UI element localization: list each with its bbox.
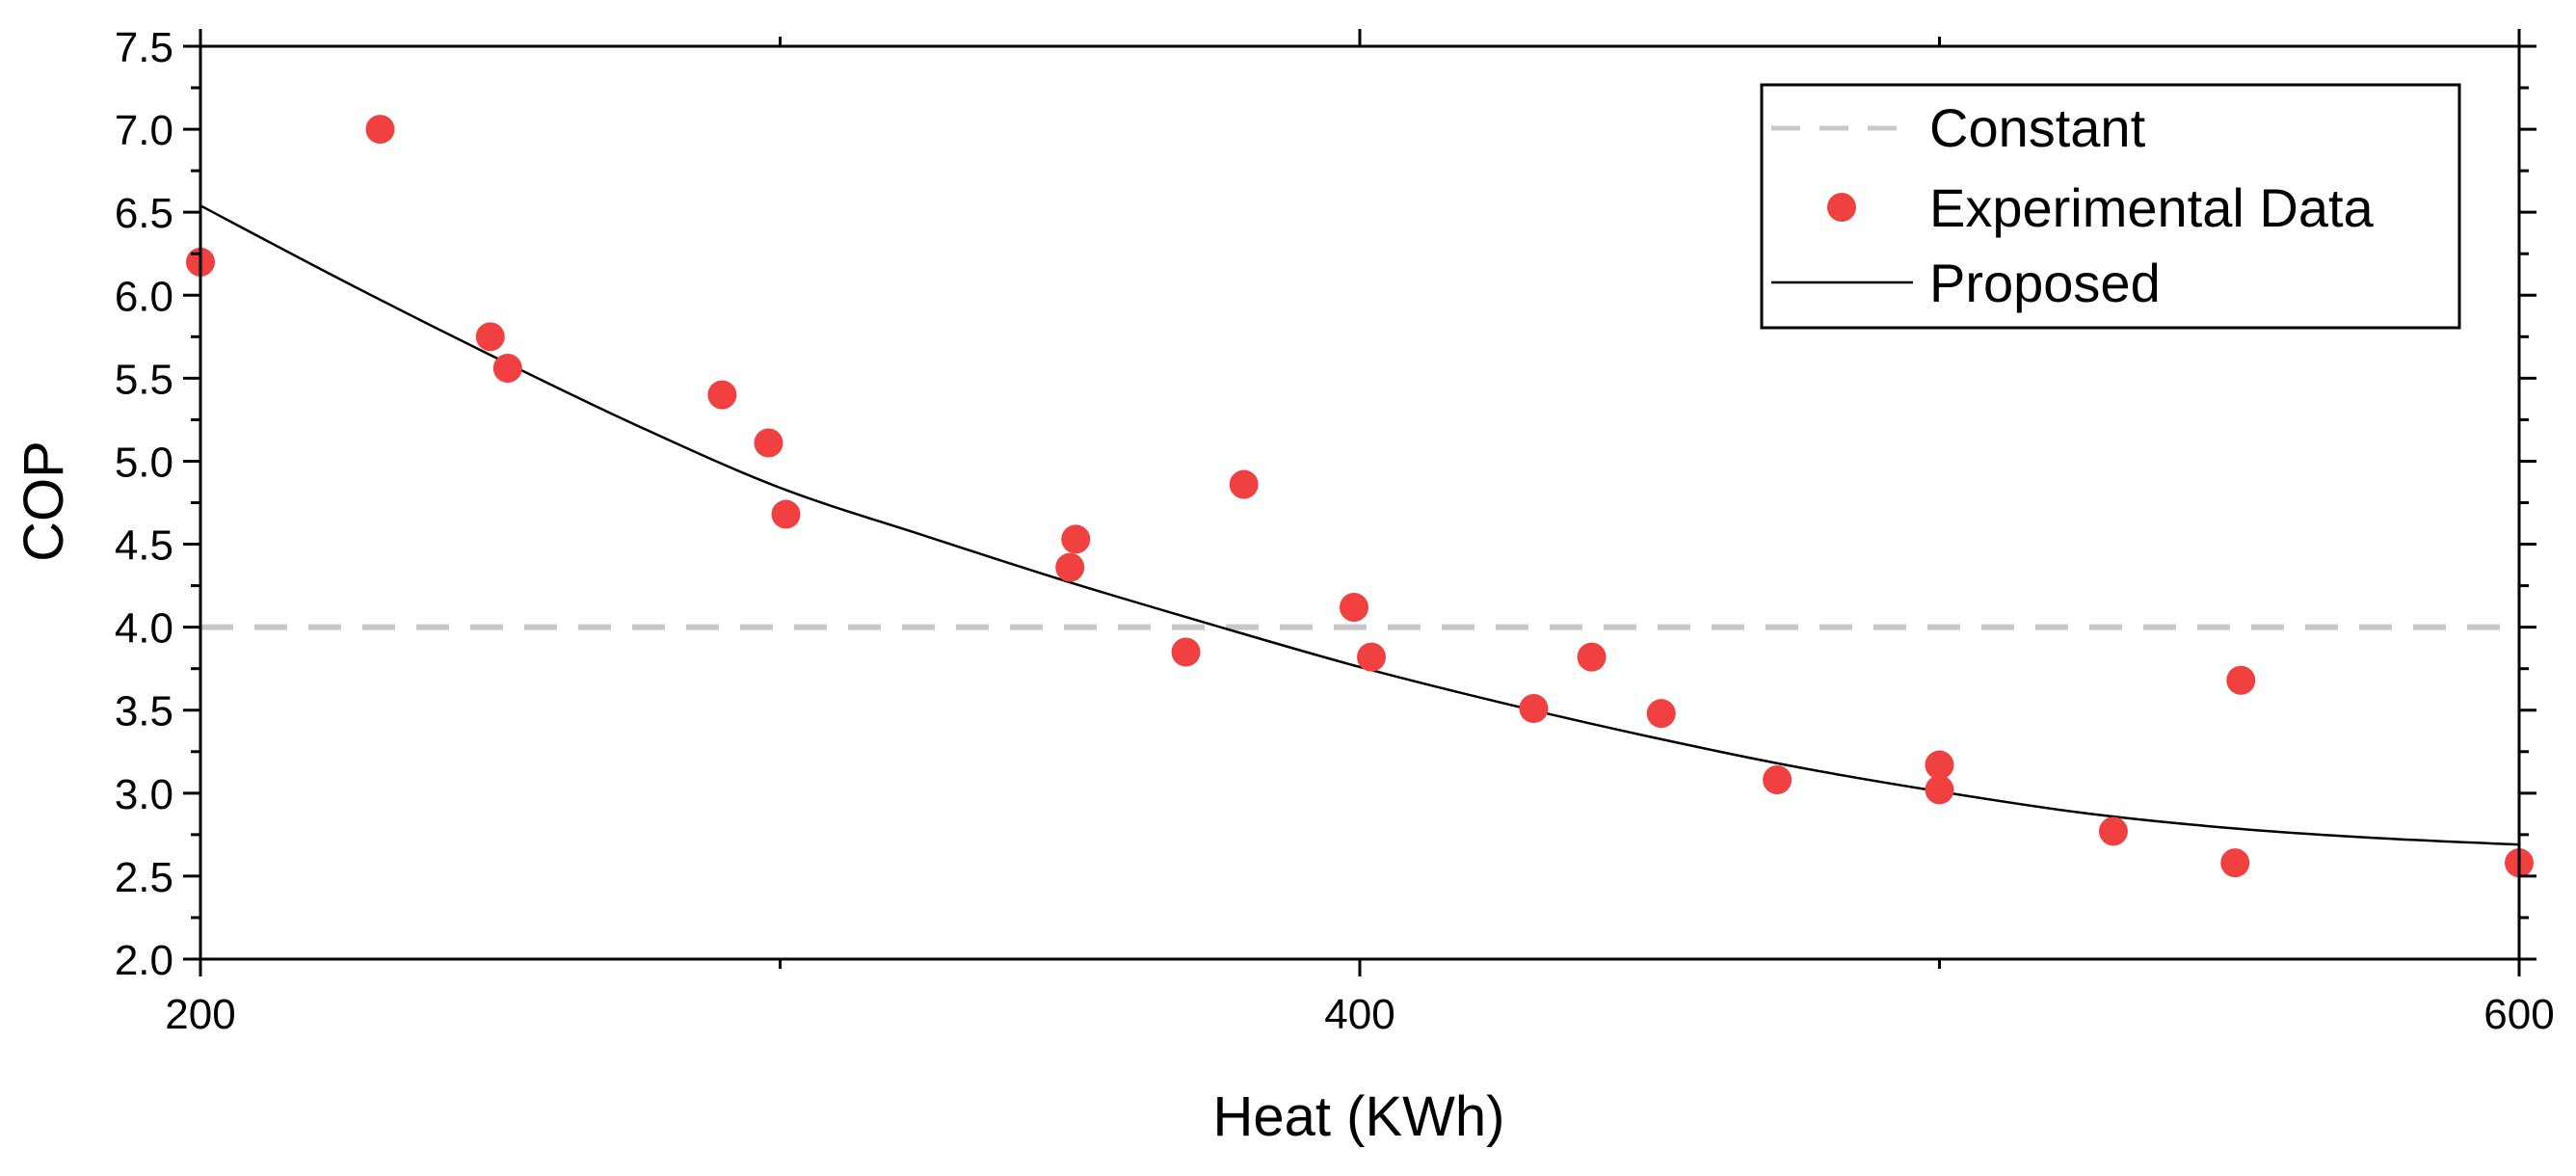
data-point — [707, 380, 737, 410]
data-point — [365, 115, 395, 145]
y-tick-label: 4.5 — [115, 522, 173, 570]
data-point — [1646, 699, 1676, 729]
y-tick-label: 6.0 — [115, 273, 173, 320]
proposed-line — [199, 204, 2520, 846]
x-tick-label: 200 — [165, 991, 235, 1038]
legend-experimental-swatch — [1827, 193, 1856, 222]
data-point — [1061, 524, 1091, 554]
y-tick-label: 3.5 — [115, 688, 173, 735]
y-tick-label: 2.5 — [115, 854, 173, 901]
data-point — [1577, 642, 1607, 672]
data-point — [2098, 816, 2128, 846]
legend-experimental-label: Experimental Data — [1929, 177, 2375, 238]
data-point — [1763, 765, 1793, 795]
y-tick-label: 7.5 — [115, 24, 173, 71]
y-tick-label: 6.5 — [115, 190, 173, 237]
data-point — [2226, 665, 2256, 695]
y-tick-label: 5.0 — [115, 439, 173, 486]
data-point — [1171, 637, 1201, 667]
data-point — [1055, 552, 1085, 582]
y-tick-label: 7.0 — [115, 107, 173, 154]
data-point — [1357, 642, 1387, 672]
legend: Constant Experimental Data Proposed — [1760, 83, 2461, 330]
data-point — [492, 354, 522, 384]
data-point — [475, 322, 505, 352]
data-point — [1925, 750, 1954, 780]
data-point — [2220, 848, 2250, 878]
x-axis-title: Heat (KWh) — [1213, 1085, 1505, 1148]
data-point — [1339, 592, 1368, 622]
x-tick-label: 400 — [1324, 991, 1394, 1038]
y-tick-label: 4.0 — [115, 605, 173, 653]
y-tick-label: 5.5 — [115, 356, 173, 403]
data-point — [1519, 694, 1549, 724]
legend-box — [1760, 83, 2461, 330]
y-axis-title: COP — [13, 441, 75, 562]
y-tick-label: 3.0 — [115, 771, 173, 818]
data-point — [771, 499, 801, 529]
y-tick-label: 2.0 — [115, 937, 173, 984]
data-point — [1925, 775, 1954, 805]
legend-proposed-label: Proposed — [1929, 253, 2161, 313]
data-point — [1229, 469, 1259, 499]
x-tick-label: 600 — [2483, 991, 2554, 1038]
legend-constant-label: Constant — [1929, 97, 2146, 158]
data-point — [754, 428, 783, 458]
